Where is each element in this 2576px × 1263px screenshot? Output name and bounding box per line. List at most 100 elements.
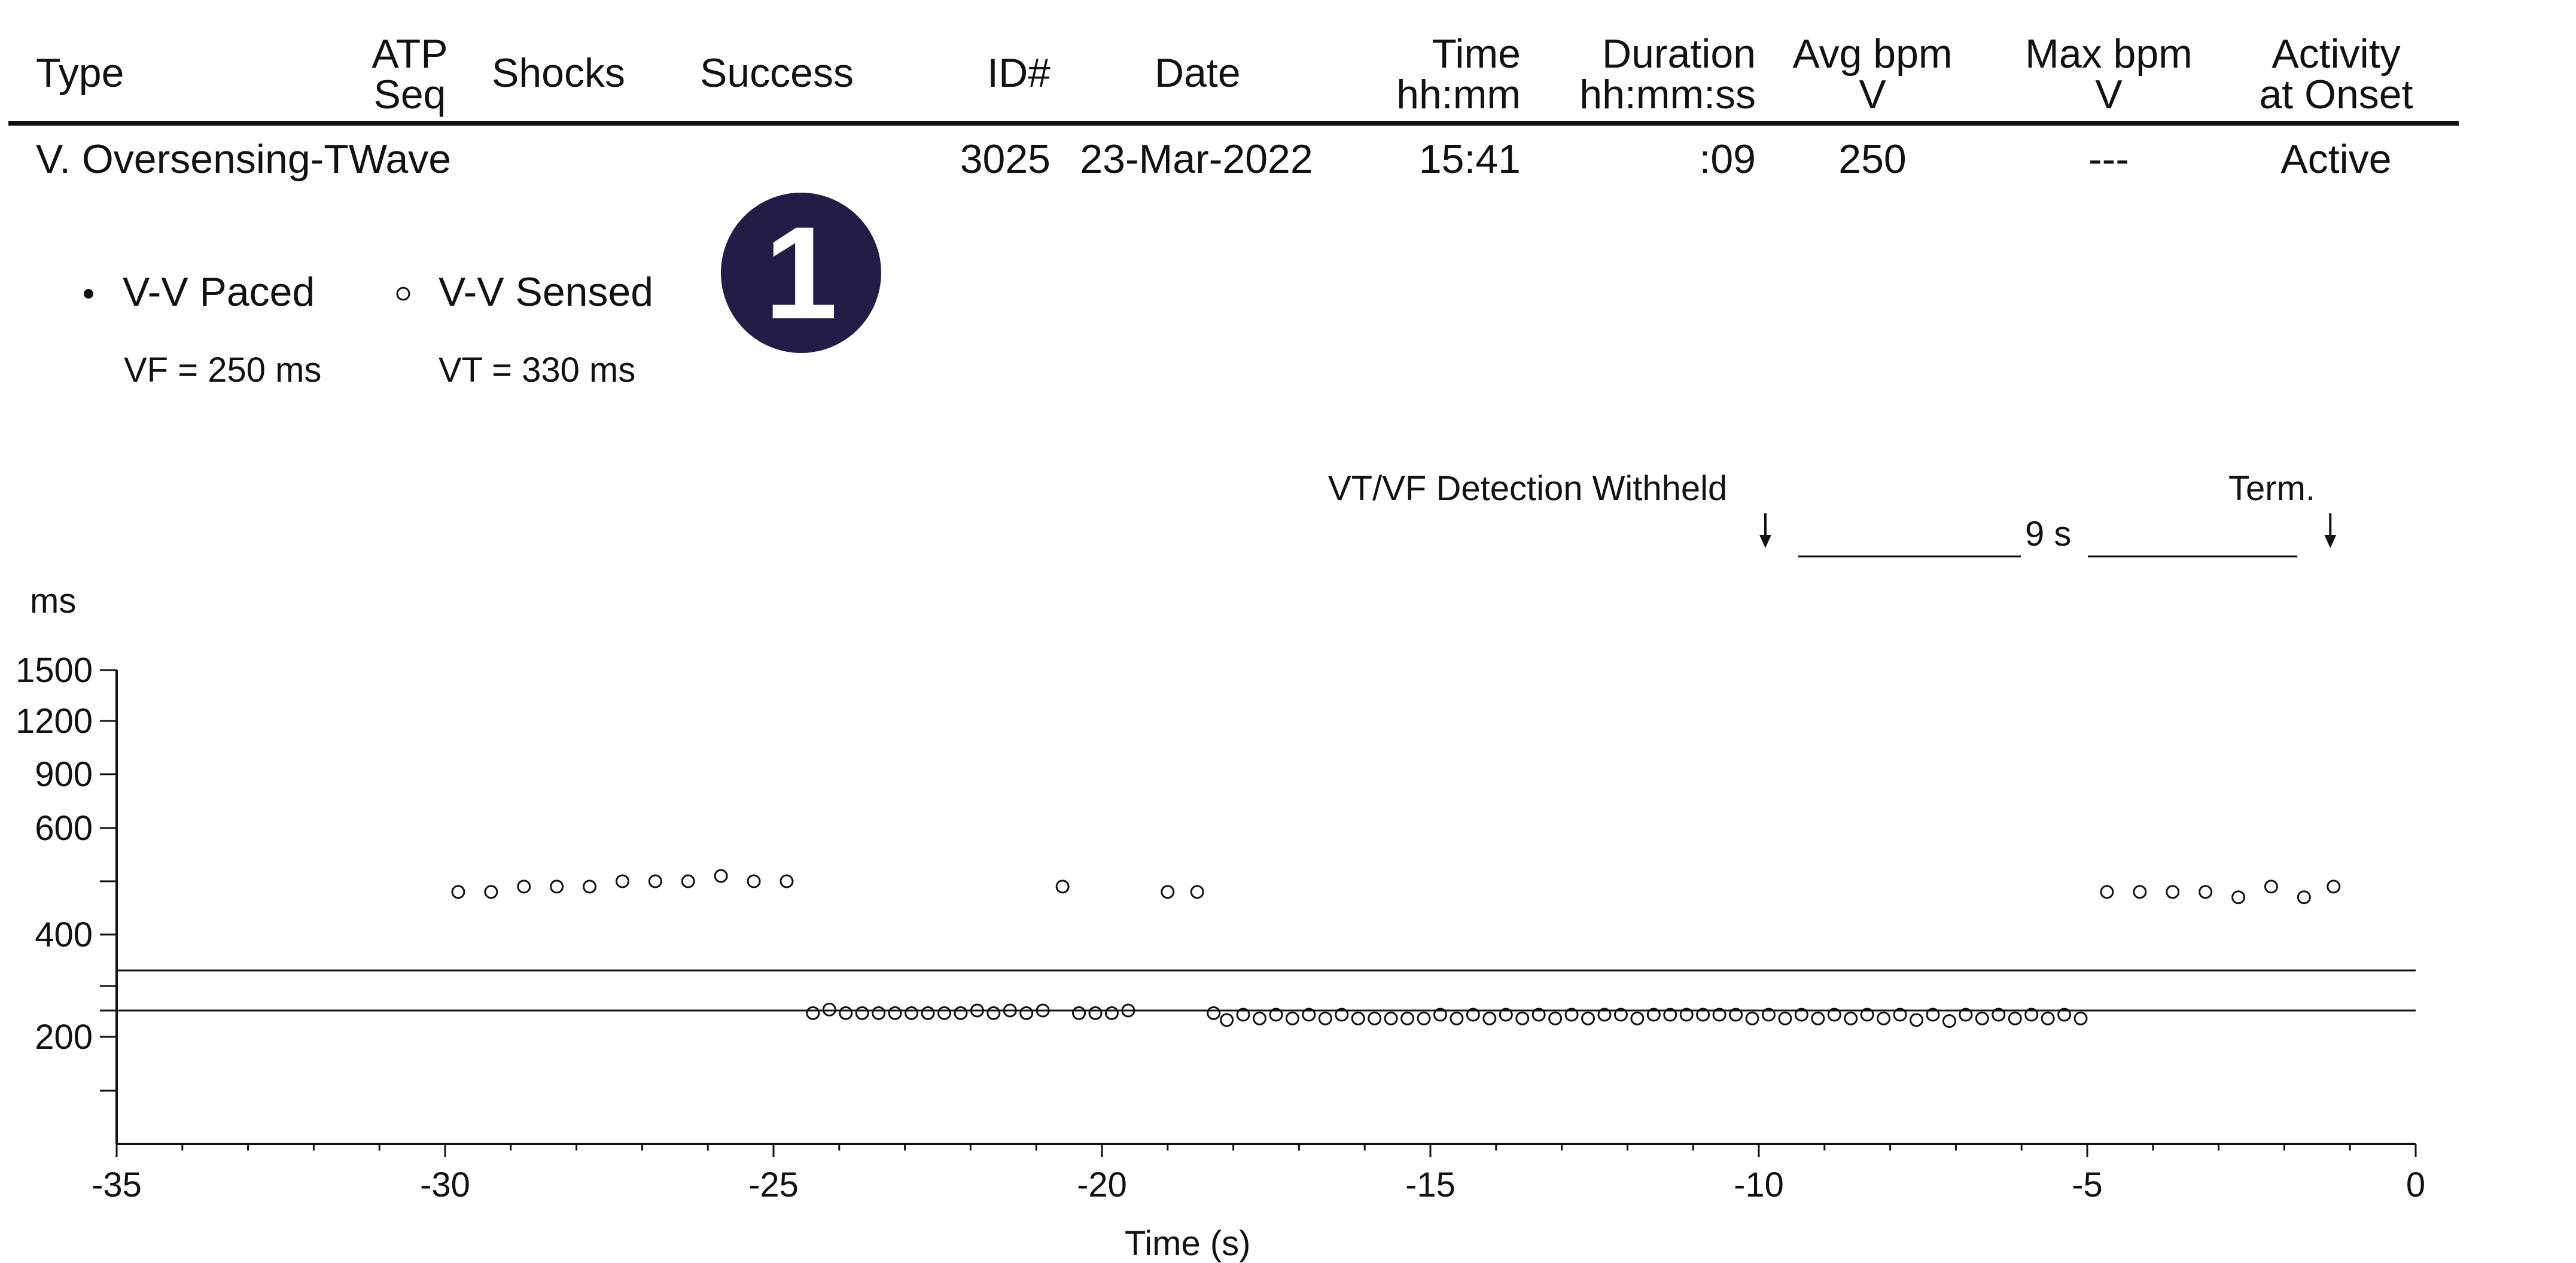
sensed-point	[1745, 1011, 1759, 1025]
sensed-point	[954, 1006, 968, 1020]
sensed-point	[1482, 1011, 1497, 1025]
header-shocks: Shocks	[492, 53, 625, 93]
sensed-point	[1630, 1011, 1645, 1025]
sensed-point	[905, 1006, 919, 1020]
vf-threshold-label: VF = 250 ms	[124, 351, 322, 389]
sensed-point	[1959, 1008, 1973, 1022]
sensed-point	[484, 885, 498, 899]
sensed-point	[1088, 1006, 1103, 1020]
sensed-point	[872, 1006, 886, 1020]
term-label: Term.	[2228, 469, 2315, 508]
x-tick-label: -25	[748, 1165, 799, 1204]
cell-avg-bpm: 250	[1838, 136, 1907, 182]
sensed-point	[2231, 890, 2246, 905]
legend-sensed-label: V-V Sensed	[439, 269, 654, 315]
sensed-point	[1121, 1003, 1135, 1018]
x-tick-label: 0	[2406, 1165, 2425, 1204]
y-tick-label: 200	[35, 1018, 93, 1057]
sensed-point	[2327, 879, 2341, 894]
sensed-point	[550, 879, 564, 894]
y-tick-label: 900	[35, 755, 93, 794]
sensed-point	[1548, 1011, 1563, 1025]
sensed-point	[1679, 1008, 1694, 1022]
x-tick-label: -15	[1405, 1165, 1456, 1204]
sensed-point	[714, 869, 728, 883]
sensed-point	[1072, 1006, 1086, 1020]
sensed-point	[1019, 1006, 1034, 1020]
header-atp-seq: ATP Seq	[359, 34, 461, 115]
sensed-point	[970, 1003, 984, 1018]
header-type: Type	[36, 53, 124, 93]
sensed-point	[1992, 1008, 2006, 1022]
sensed-point	[1450, 1011, 1464, 1025]
header-max-bpm: Max bpm V	[2016, 34, 2202, 115]
sensed-point	[747, 874, 761, 888]
sensed-point	[2297, 890, 2311, 905]
sensed-point	[1417, 1011, 1431, 1025]
header-max-bpm-line2: V	[2095, 72, 2123, 117]
header-time-line2: hh:mm	[1396, 72, 1521, 117]
paced-marker-icon	[84, 289, 93, 299]
sensed-point	[1351, 1011, 1365, 1025]
callout-badge-icon: 1	[721, 193, 881, 353]
sensed-point	[1400, 1011, 1415, 1025]
detection-arrow-head	[1759, 535, 1771, 548]
sensed-point	[2008, 1011, 2022, 1025]
x-tick-label: -10	[1734, 1165, 1784, 1204]
y-tick-label: 1500	[16, 651, 93, 690]
sensed-point	[451, 885, 465, 899]
sensed-point	[1190, 885, 1204, 899]
header-shocks-line1: Shocks	[492, 50, 625, 96]
sensed-point	[583, 879, 597, 894]
sensed-point	[1384, 1011, 1398, 1025]
sensed-point	[1597, 1008, 1612, 1022]
y-tick-label: 400	[35, 915, 93, 954]
sensed-point	[1269, 1008, 1283, 1022]
sensed-point	[2100, 885, 2114, 899]
sensed-point	[1646, 1008, 1661, 1022]
sensed-point	[921, 1006, 935, 1020]
term-arrow-head	[2324, 535, 2337, 548]
sensed-point	[2199, 885, 2213, 899]
sensed-point	[1302, 1008, 1316, 1022]
sensed-point	[1253, 1011, 1267, 1025]
sensed-point	[1827, 1008, 1841, 1022]
sensed-point	[1712, 1008, 1727, 1022]
sensed-marker-icon	[396, 287, 410, 301]
header-success: Success	[700, 53, 854, 93]
cell-date: 23-Mar-2022	[1080, 136, 1313, 182]
sensed-point	[937, 1006, 951, 1020]
sensed-point	[1761, 1008, 1776, 1022]
sensed-point	[888, 1006, 902, 1020]
sensed-point	[1926, 1008, 1940, 1022]
sensed-point	[1975, 1011, 1989, 1025]
header-avg-bpm-line1: Avg bpm	[1792, 31, 1953, 77]
sensed-point	[1104, 1006, 1119, 1020]
sensed-point	[1335, 1008, 1349, 1022]
sensed-point	[1844, 1011, 1858, 1025]
header-avg-bpm-line2: V	[1859, 72, 1886, 117]
sensed-point	[780, 874, 794, 888]
sensed-point	[1368, 1011, 1382, 1025]
sensed-point	[1220, 1013, 1234, 1027]
sensed-point	[1942, 1014, 1956, 1028]
cell-duration: :09	[1699, 136, 1756, 182]
sensed-point	[1515, 1011, 1530, 1025]
header-activity-line2: at Onset	[2259, 72, 2413, 117]
header-atp-seq-line2: Seq	[373, 72, 446, 117]
x-tick-label: -30	[420, 1165, 470, 1204]
cell-activity: Active	[2280, 136, 2392, 182]
x-tick-label: -5	[2072, 1165, 2103, 1204]
header-success-line1: Success	[700, 50, 854, 96]
sensed-point	[1794, 1008, 1808, 1022]
sensed-point	[648, 874, 662, 888]
sensed-point	[1003, 1003, 1017, 1018]
header-date: Date	[1155, 53, 1241, 93]
sensed-point	[1811, 1011, 1825, 1025]
sensed-point	[1499, 1008, 1513, 1022]
sensed-point	[1055, 879, 1070, 894]
sensed-point	[1729, 1008, 1743, 1022]
sensed-point	[1531, 1008, 1546, 1022]
cell-time: 15:41	[1418, 136, 1521, 182]
